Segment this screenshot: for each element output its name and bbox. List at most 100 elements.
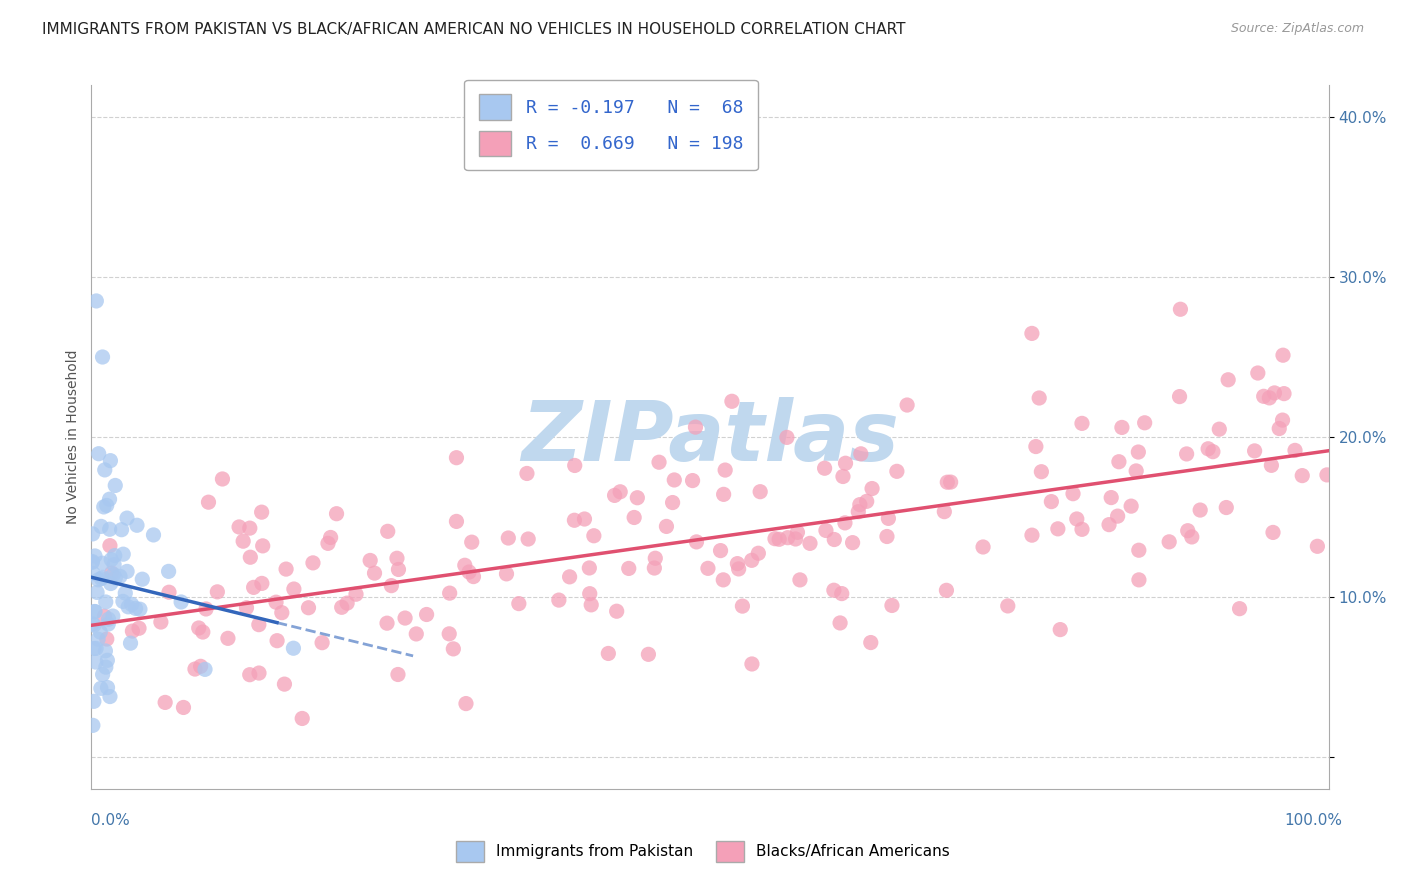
Point <box>82 527 104 541</box>
Point <box>458 565 481 579</box>
Point <box>94 463 117 477</box>
Legend: R = -0.197   N =  68, R =  0.669   N = 198: R = -0.197 N = 68, R = 0.669 N = 198 <box>464 79 758 170</box>
Point <box>266 633 288 648</box>
Point <box>380 579 402 593</box>
Point <box>1291 468 1313 483</box>
Point <box>454 697 477 711</box>
Point <box>1215 500 1237 515</box>
Point <box>325 507 347 521</box>
Point <box>823 583 845 598</box>
Point <box>972 540 994 554</box>
Point <box>637 648 659 662</box>
Point <box>439 586 461 600</box>
Point <box>239 667 262 681</box>
Point <box>1253 389 1275 403</box>
Point <box>508 597 530 611</box>
Point <box>270 606 292 620</box>
Point <box>82 718 104 732</box>
Point <box>574 512 596 526</box>
Point <box>598 647 620 661</box>
Point <box>211 472 233 486</box>
Point <box>97 612 120 626</box>
Point <box>896 398 918 412</box>
Point <box>846 505 869 519</box>
Point <box>103 567 125 582</box>
Point <box>82 616 104 631</box>
Point <box>1125 464 1147 478</box>
Point <box>264 595 287 609</box>
Point <box>832 469 855 483</box>
Point <box>714 463 737 477</box>
Point <box>228 520 250 534</box>
Point <box>609 484 631 499</box>
Point <box>776 531 799 545</box>
Point <box>98 690 121 704</box>
Point <box>82 566 104 581</box>
Point <box>91 350 114 364</box>
Point <box>87 632 110 647</box>
Point <box>131 572 153 586</box>
Point <box>860 482 883 496</box>
Point <box>319 531 342 545</box>
Text: IMMIGRANTS FROM PAKISTAN VS BLACK/AFRICAN AMERICAN NO VEHICLES IN HOUSEHOLD CORR: IMMIGRANTS FROM PAKISTAN VS BLACK/AFRICA… <box>42 22 905 37</box>
Point <box>91 570 114 584</box>
Point <box>297 600 319 615</box>
Point <box>330 600 353 615</box>
Point <box>86 293 108 308</box>
Point <box>799 536 821 550</box>
Point <box>125 518 148 533</box>
Point <box>247 666 270 681</box>
Point <box>94 644 117 658</box>
Point <box>749 484 772 499</box>
Point <box>1071 417 1094 431</box>
Point <box>789 573 811 587</box>
Point <box>1229 601 1251 615</box>
Point <box>1316 467 1339 482</box>
Point <box>461 535 484 549</box>
Point <box>108 569 131 583</box>
Point <box>1243 443 1265 458</box>
Point <box>877 511 900 525</box>
Point <box>91 667 114 681</box>
Point <box>939 475 962 489</box>
Point <box>232 534 254 549</box>
Point <box>86 585 108 599</box>
Point <box>101 609 124 624</box>
Point <box>1071 522 1094 536</box>
Point <box>115 511 138 525</box>
Point <box>1021 528 1043 542</box>
Point <box>96 499 118 513</box>
Point <box>385 551 408 566</box>
Point <box>606 604 628 618</box>
Point <box>516 467 538 481</box>
Point <box>93 500 115 514</box>
Point <box>859 635 882 649</box>
Point <box>83 618 105 632</box>
Point <box>250 505 273 519</box>
Point <box>405 627 427 641</box>
Point <box>644 551 666 566</box>
Point <box>823 533 845 547</box>
Point <box>785 532 807 546</box>
Point <box>558 570 581 584</box>
Point <box>880 599 903 613</box>
Point <box>190 659 212 673</box>
Point <box>934 505 956 519</box>
Point <box>124 601 146 615</box>
Point <box>441 641 464 656</box>
Point <box>711 573 734 587</box>
Point <box>1128 445 1150 459</box>
Point <box>184 662 207 676</box>
Point <box>242 580 264 594</box>
Point <box>886 464 908 478</box>
Point <box>849 447 872 461</box>
Point <box>98 492 121 507</box>
Point <box>446 450 468 465</box>
Point <box>1028 391 1050 405</box>
Point <box>100 552 122 566</box>
Point <box>103 558 125 572</box>
Point <box>142 528 165 542</box>
Point <box>1066 512 1088 526</box>
Point <box>1272 386 1295 401</box>
Point <box>1208 422 1230 436</box>
